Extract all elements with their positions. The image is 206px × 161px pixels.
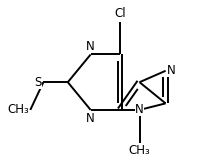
Text: CH₃: CH₃ <box>128 144 150 157</box>
Text: N: N <box>86 112 95 125</box>
Text: N: N <box>166 64 175 77</box>
Text: S: S <box>34 76 42 89</box>
Text: CH₃: CH₃ <box>7 103 29 116</box>
Text: N: N <box>135 103 143 116</box>
Text: Cl: Cl <box>114 7 125 20</box>
Text: N: N <box>86 40 95 53</box>
